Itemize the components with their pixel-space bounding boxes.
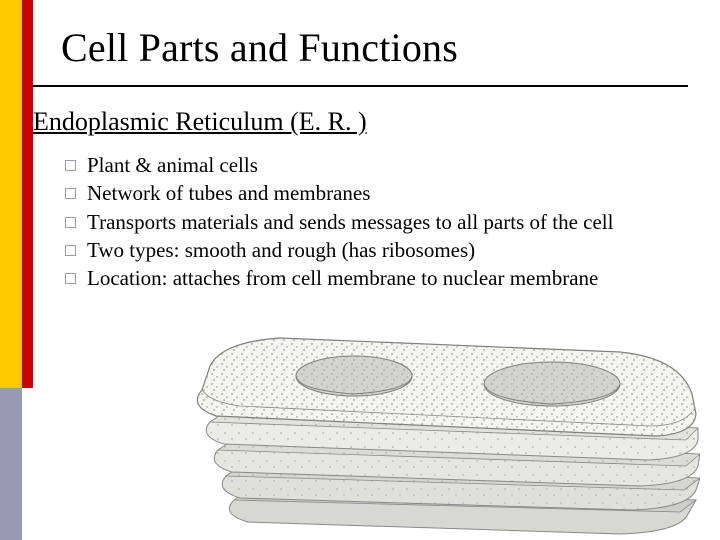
sidebar-gray-band bbox=[0, 388, 22, 540]
sidebar bbox=[0, 0, 22, 540]
sidebar-red-band bbox=[22, 0, 33, 388]
list-item: Network of tubes and membranes bbox=[61, 179, 698, 207]
list-item: Location: attaches from cell membrane to… bbox=[61, 264, 698, 292]
sidebar-yellow-band bbox=[0, 0, 22, 388]
list-item: Transports materials and sends messages … bbox=[61, 208, 698, 236]
page-title: Cell Parts and Functions bbox=[61, 24, 698, 71]
list-item: Plant & animal cells bbox=[61, 151, 698, 179]
er-illustration bbox=[180, 332, 700, 540]
list-item: Two types: smooth and rough (has ribosom… bbox=[61, 236, 698, 264]
section-subtitle: Endoplasmic Reticulum (E. R. ) bbox=[33, 107, 698, 137]
bullet-list: Plant & animal cells Network of tubes an… bbox=[61, 151, 698, 293]
title-rule bbox=[33, 85, 688, 87]
